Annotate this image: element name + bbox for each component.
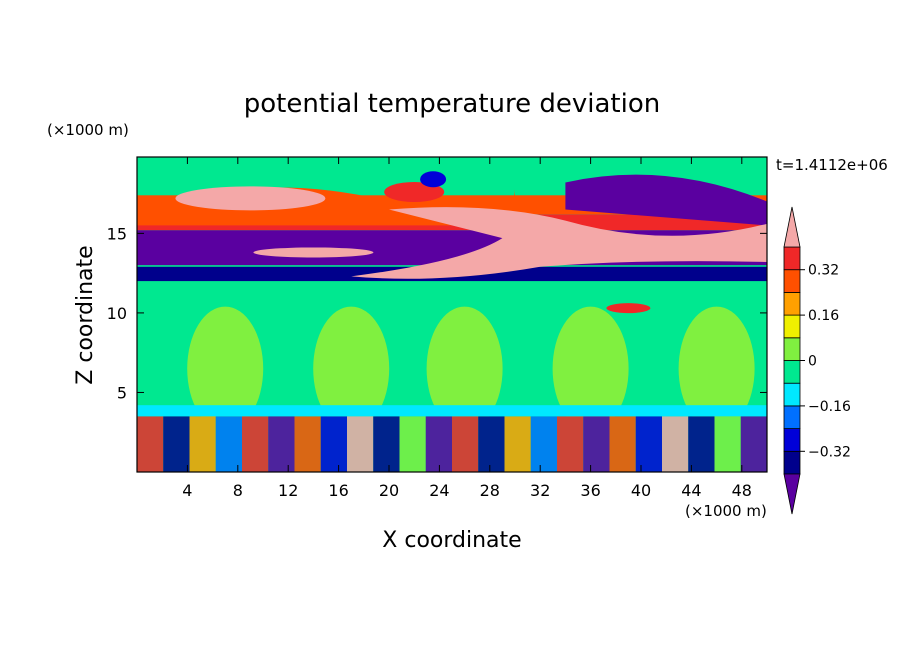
- field-plume-12: [452, 416, 479, 472]
- field-plume-18: [609, 416, 636, 472]
- field-plume-22: [714, 416, 741, 472]
- field-plume-17: [583, 416, 610, 472]
- field-plume-1: [163, 416, 190, 472]
- field-warm-core-left: [175, 186, 326, 211]
- field-plume-4: [242, 416, 269, 472]
- colorbar-box-5: [783, 337, 801, 361]
- colorbar-box-3: [783, 382, 801, 407]
- field-warm-streak: [253, 247, 374, 258]
- field-cold-cap-right: [565, 174, 767, 226]
- field-cold-cell: [420, 171, 447, 188]
- x-tick-label-48: 48: [732, 481, 752, 500]
- field-plume-11: [425, 416, 452, 472]
- y-tick-label-5: 5: [117, 383, 127, 402]
- x-tick-label-40: 40: [631, 481, 651, 500]
- field-plume-3: [215, 416, 242, 472]
- colorbar-label-4: 0.32: [808, 263, 839, 279]
- colorbar-box-0: [783, 450, 801, 475]
- colorbar-box-1: [783, 428, 801, 452]
- y-tick-label-10: 10: [107, 304, 127, 323]
- x-tick-label-24: 24: [429, 481, 449, 500]
- field-plume-16: [557, 416, 584, 472]
- field-warm-patch: [606, 303, 651, 314]
- field-plume-6: [294, 416, 321, 472]
- x-tick-label-8: 8: [233, 481, 243, 500]
- x-tick-label-16: 16: [328, 481, 348, 500]
- time-label: t=1.4112e+06: [776, 156, 888, 174]
- field-plume-0: [137, 416, 164, 472]
- colorbar-extend-high: [783, 206, 801, 248]
- colorbar-label-1: −0.16: [808, 399, 851, 415]
- colorbar-label-3: 0.16: [808, 308, 839, 324]
- field-plume-14: [504, 416, 531, 472]
- colorbar-extend-low: [783, 473, 801, 515]
- x-tick-label-4: 4: [182, 481, 192, 500]
- contour-field: [137, 157, 767, 472]
- field-plume-7: [320, 416, 347, 472]
- x-axis: 4 8 12 16 20 24 28 32 36 40 44 48: [182, 157, 752, 500]
- field-warm-core-mid: [384, 182, 445, 202]
- field-plume-8: [347, 416, 374, 472]
- y-axis: 5 10 15: [107, 224, 767, 402]
- colorbar: −0.32 −0.16 0 0.16 0.32: [783, 206, 851, 515]
- x-tick-label-36: 36: [580, 481, 600, 500]
- x-axis-label: X coordinate: [382, 528, 521, 553]
- colorbar-box-4: [783, 360, 801, 384]
- x-tick-label-32: 32: [530, 481, 550, 500]
- colorbar-box-2: [783, 405, 801, 429]
- field-blob-mid-3: [552, 306, 629, 431]
- colorbar-label-2: 0: [808, 354, 817, 370]
- field-plume-23: [740, 416, 767, 472]
- colorbar-box-9: [783, 246, 801, 271]
- field-blob-mid-0: [187, 306, 264, 431]
- field-plume-2: [189, 416, 216, 472]
- field-plume-10: [399, 416, 426, 472]
- field-band-inversion: [137, 405, 767, 417]
- field-plume-21: [688, 416, 715, 472]
- field-blob-mid-1: [313, 306, 390, 431]
- field-plume-13: [478, 416, 505, 472]
- y-axis-label: Z coordinate: [73, 245, 98, 384]
- field-plume-5: [268, 416, 295, 472]
- field-blob-mid-4: [678, 306, 755, 431]
- field-plume-20: [662, 416, 689, 472]
- colorbar-box-6: [783, 314, 801, 339]
- colorbar-box-7: [783, 291, 801, 316]
- colorbar-label-0: −0.32: [808, 444, 851, 460]
- field-warm-plume: [351, 207, 767, 279]
- y-tick-label-15: 15: [107, 224, 127, 243]
- field-blob-mid-2: [426, 306, 503, 431]
- plot-frame: [136, 156, 768, 473]
- chart-title: potential temperature deviation: [244, 89, 660, 119]
- colorbar-box-8: [783, 269, 801, 293]
- x-unit-label: (×1000 m): [685, 502, 767, 520]
- field-plume-15: [530, 416, 557, 472]
- x-tick-label-12: 12: [278, 481, 298, 500]
- x-tick-label-20: 20: [379, 481, 399, 500]
- y-unit-label: (×1000 m): [47, 121, 129, 139]
- field-plume-19: [635, 416, 662, 472]
- x-tick-label-28: 28: [480, 481, 500, 500]
- x-tick-label-44: 44: [681, 481, 701, 500]
- field-plume-9: [373, 416, 400, 472]
